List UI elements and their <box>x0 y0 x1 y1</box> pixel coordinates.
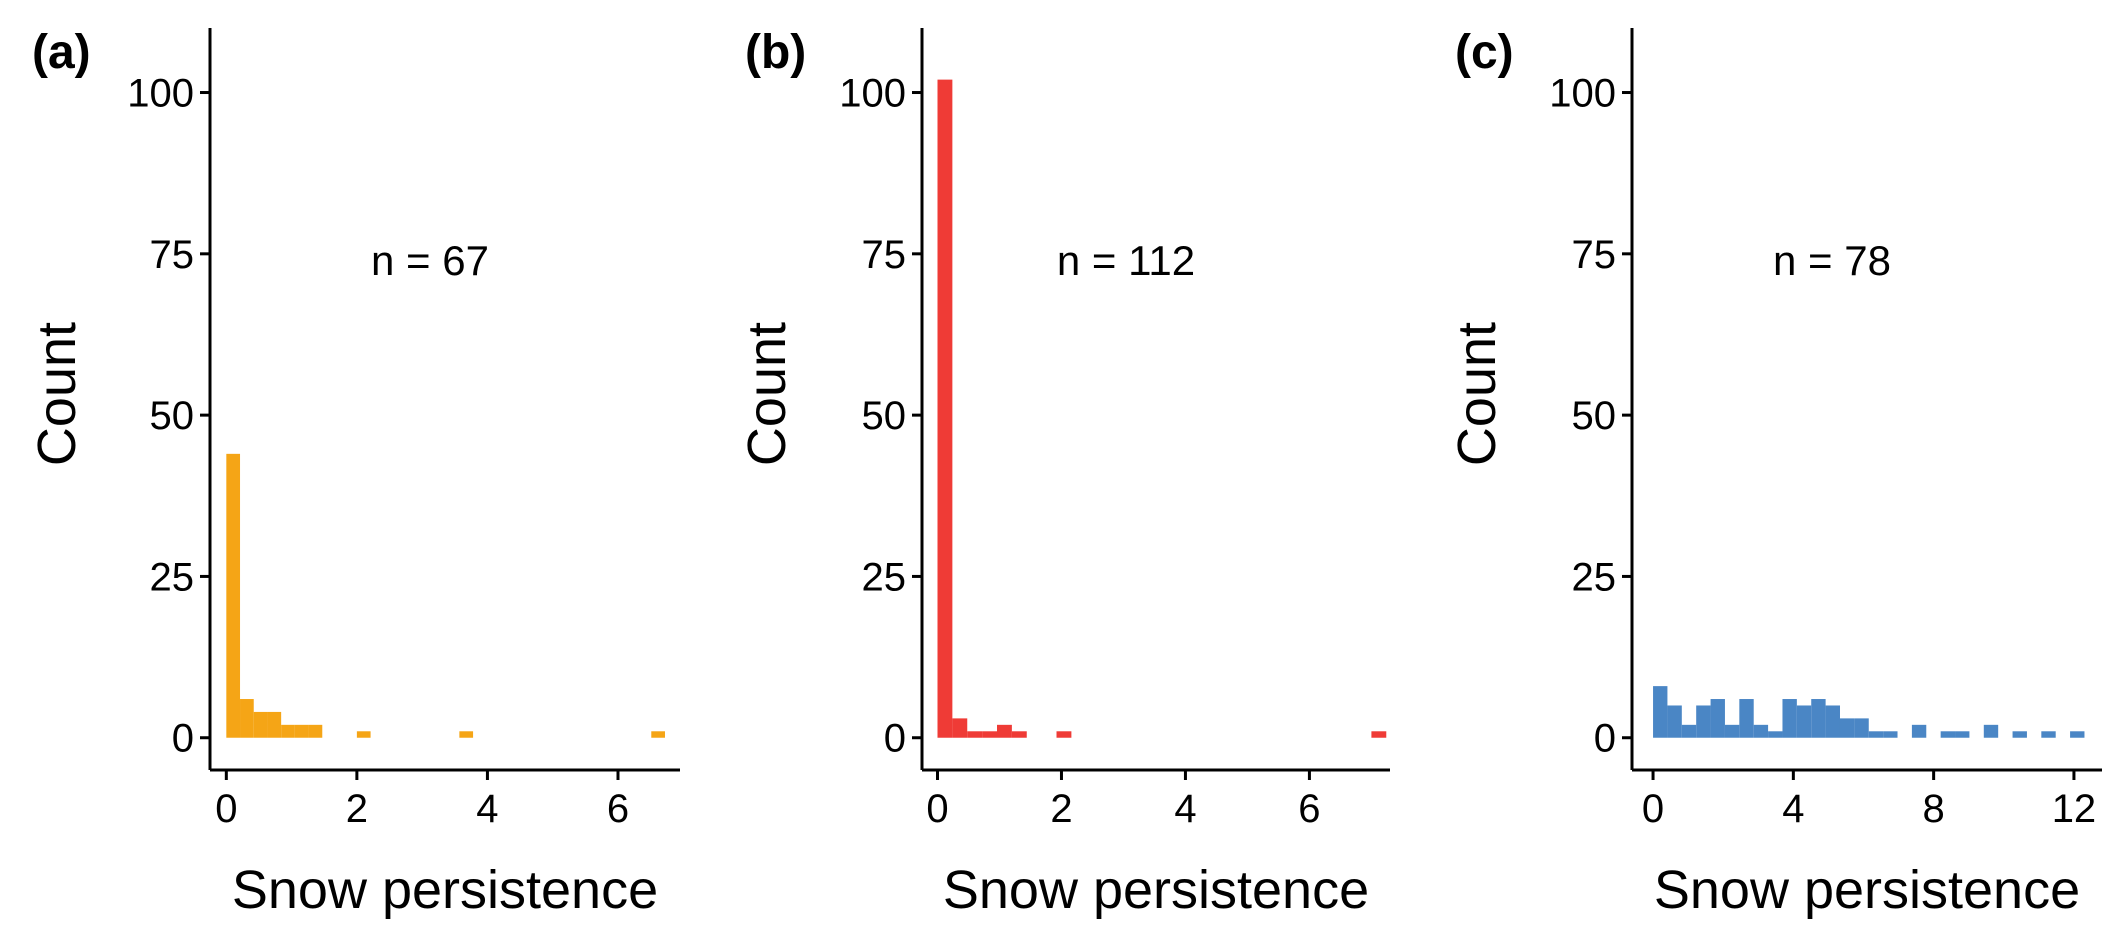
histogram-bar <box>1667 705 1682 738</box>
panel-label: (c) <box>1455 26 1514 79</box>
histogram-bar <box>1056 731 1072 738</box>
y-axis-title: Count <box>1447 322 1507 466</box>
histogram-bar <box>226 453 241 738</box>
histogram-bar <box>967 731 983 738</box>
histogram-bar <box>308 724 323 738</box>
x-tick-label: 2 <box>1050 787 1072 831</box>
x-tick-label: 0 <box>215 787 237 831</box>
histogram-bar <box>1955 731 1970 738</box>
y-tick-label: 100 <box>839 72 906 116</box>
histogram-bar <box>982 731 998 738</box>
histogram-bar <box>997 724 1012 738</box>
histogram-bar <box>1739 699 1754 738</box>
panel-b: 0 25 50 75 100 0 2 4 6 Snow persistence Count (b) n … <box>737 26 1390 920</box>
panel-label: (a) <box>32 26 91 79</box>
y-tick-label: 50 <box>1572 394 1617 438</box>
y-tick-label: 0 <box>1594 717 1616 761</box>
histogram-bar <box>1983 724 1999 738</box>
histogram-bar <box>2041 731 2056 738</box>
histogram-bar <box>1839 718 1855 738</box>
y-tick-label: 25 <box>1572 555 1617 599</box>
sample-size-annotation: n = 112 <box>1057 237 1195 284</box>
y-tick-label: 75 <box>150 233 195 277</box>
histogram-bar <box>1753 724 1769 738</box>
sample-size-annotation: n = 78 <box>1773 237 1891 284</box>
histogram-bar <box>1653 686 1668 738</box>
histogram-bar <box>1371 731 1387 738</box>
x-tick-label: 0 <box>1642 787 1664 831</box>
histogram-bar <box>459 731 474 738</box>
histogram-bar <box>1710 699 1725 738</box>
sample-size-annotation: n = 67 <box>371 237 489 284</box>
y-tick-label: 0 <box>884 717 906 761</box>
histogram-bar <box>1724 724 1740 738</box>
histogram-bar <box>1911 724 1927 738</box>
y-axis-title: Count <box>27 322 87 466</box>
histogram-bar <box>1854 718 1869 738</box>
histogram-bar <box>651 731 665 738</box>
x-tick-label: 12 <box>2052 787 2097 831</box>
y-tick-label: 25 <box>862 555 907 599</box>
histogram-bar <box>267 711 282 738</box>
x-tick-label: 4 <box>476 787 498 831</box>
panel-c: 0 25 50 75 100 0 4 8 12 Snow persistence Count (c) n… <box>1447 26 2102 920</box>
x-tick-label: 6 <box>1298 787 1320 831</box>
x-axis-title: Snow persistence <box>943 860 1369 920</box>
x-tick-label: 4 <box>1782 787 1804 831</box>
x-tick-label: 2 <box>346 787 368 831</box>
histogram-bar <box>1768 731 1783 738</box>
histogram-bar <box>356 731 371 738</box>
x-axis-title: Snow persistence <box>1654 860 2080 920</box>
histogram-bar <box>1868 731 1884 738</box>
histogram-bar <box>937 79 953 738</box>
y-tick-label: 25 <box>150 555 195 599</box>
x-axis-title: Snow persistence <box>232 860 658 920</box>
y-tick-label: 75 <box>862 233 907 277</box>
histogram-bar <box>1011 731 1027 738</box>
histogram-bar <box>281 724 295 738</box>
y-tick-label: 100 <box>127 72 194 116</box>
histogram-bars <box>1653 686 2085 738</box>
histogram-bar <box>294 724 309 738</box>
histogram-bar <box>1782 699 1797 738</box>
y-tick-label: 75 <box>1572 233 1617 277</box>
x-tick-label: 8 <box>1923 787 1945 831</box>
panel-label: (b) <box>745 26 806 79</box>
histogram-bars <box>226 453 665 738</box>
histogram-bar <box>253 711 268 738</box>
histogram-bar <box>1796 705 1812 738</box>
histogram-bar <box>1940 731 1956 738</box>
histogram-bar <box>1883 731 1898 738</box>
histogram-bar <box>1811 699 1826 738</box>
y-tick-label: 100 <box>1549 72 1616 116</box>
x-tick-label: 4 <box>1174 787 1196 831</box>
histogram-bar <box>2070 731 2085 738</box>
y-tick-label: 50 <box>862 394 907 438</box>
y-tick-label: 50 <box>150 394 195 438</box>
y-tick-label: 0 <box>172 717 194 761</box>
x-tick-label: 0 <box>926 787 948 831</box>
histogram-bar <box>1681 724 1697 738</box>
x-tick-label: 6 <box>607 787 629 831</box>
histogram-bar <box>240 699 254 738</box>
panel-a: 0 25 50 75 100 0 2 4 6 Snow persistence Count (a) n … <box>27 26 680 920</box>
y-axis-title: Count <box>737 322 797 466</box>
histogram-bar <box>1696 705 1711 738</box>
histogram-bar <box>1825 705 1840 738</box>
histogram-bars <box>937 79 1387 738</box>
histogram-bar <box>952 718 968 738</box>
histogram-bar <box>2012 731 2027 738</box>
